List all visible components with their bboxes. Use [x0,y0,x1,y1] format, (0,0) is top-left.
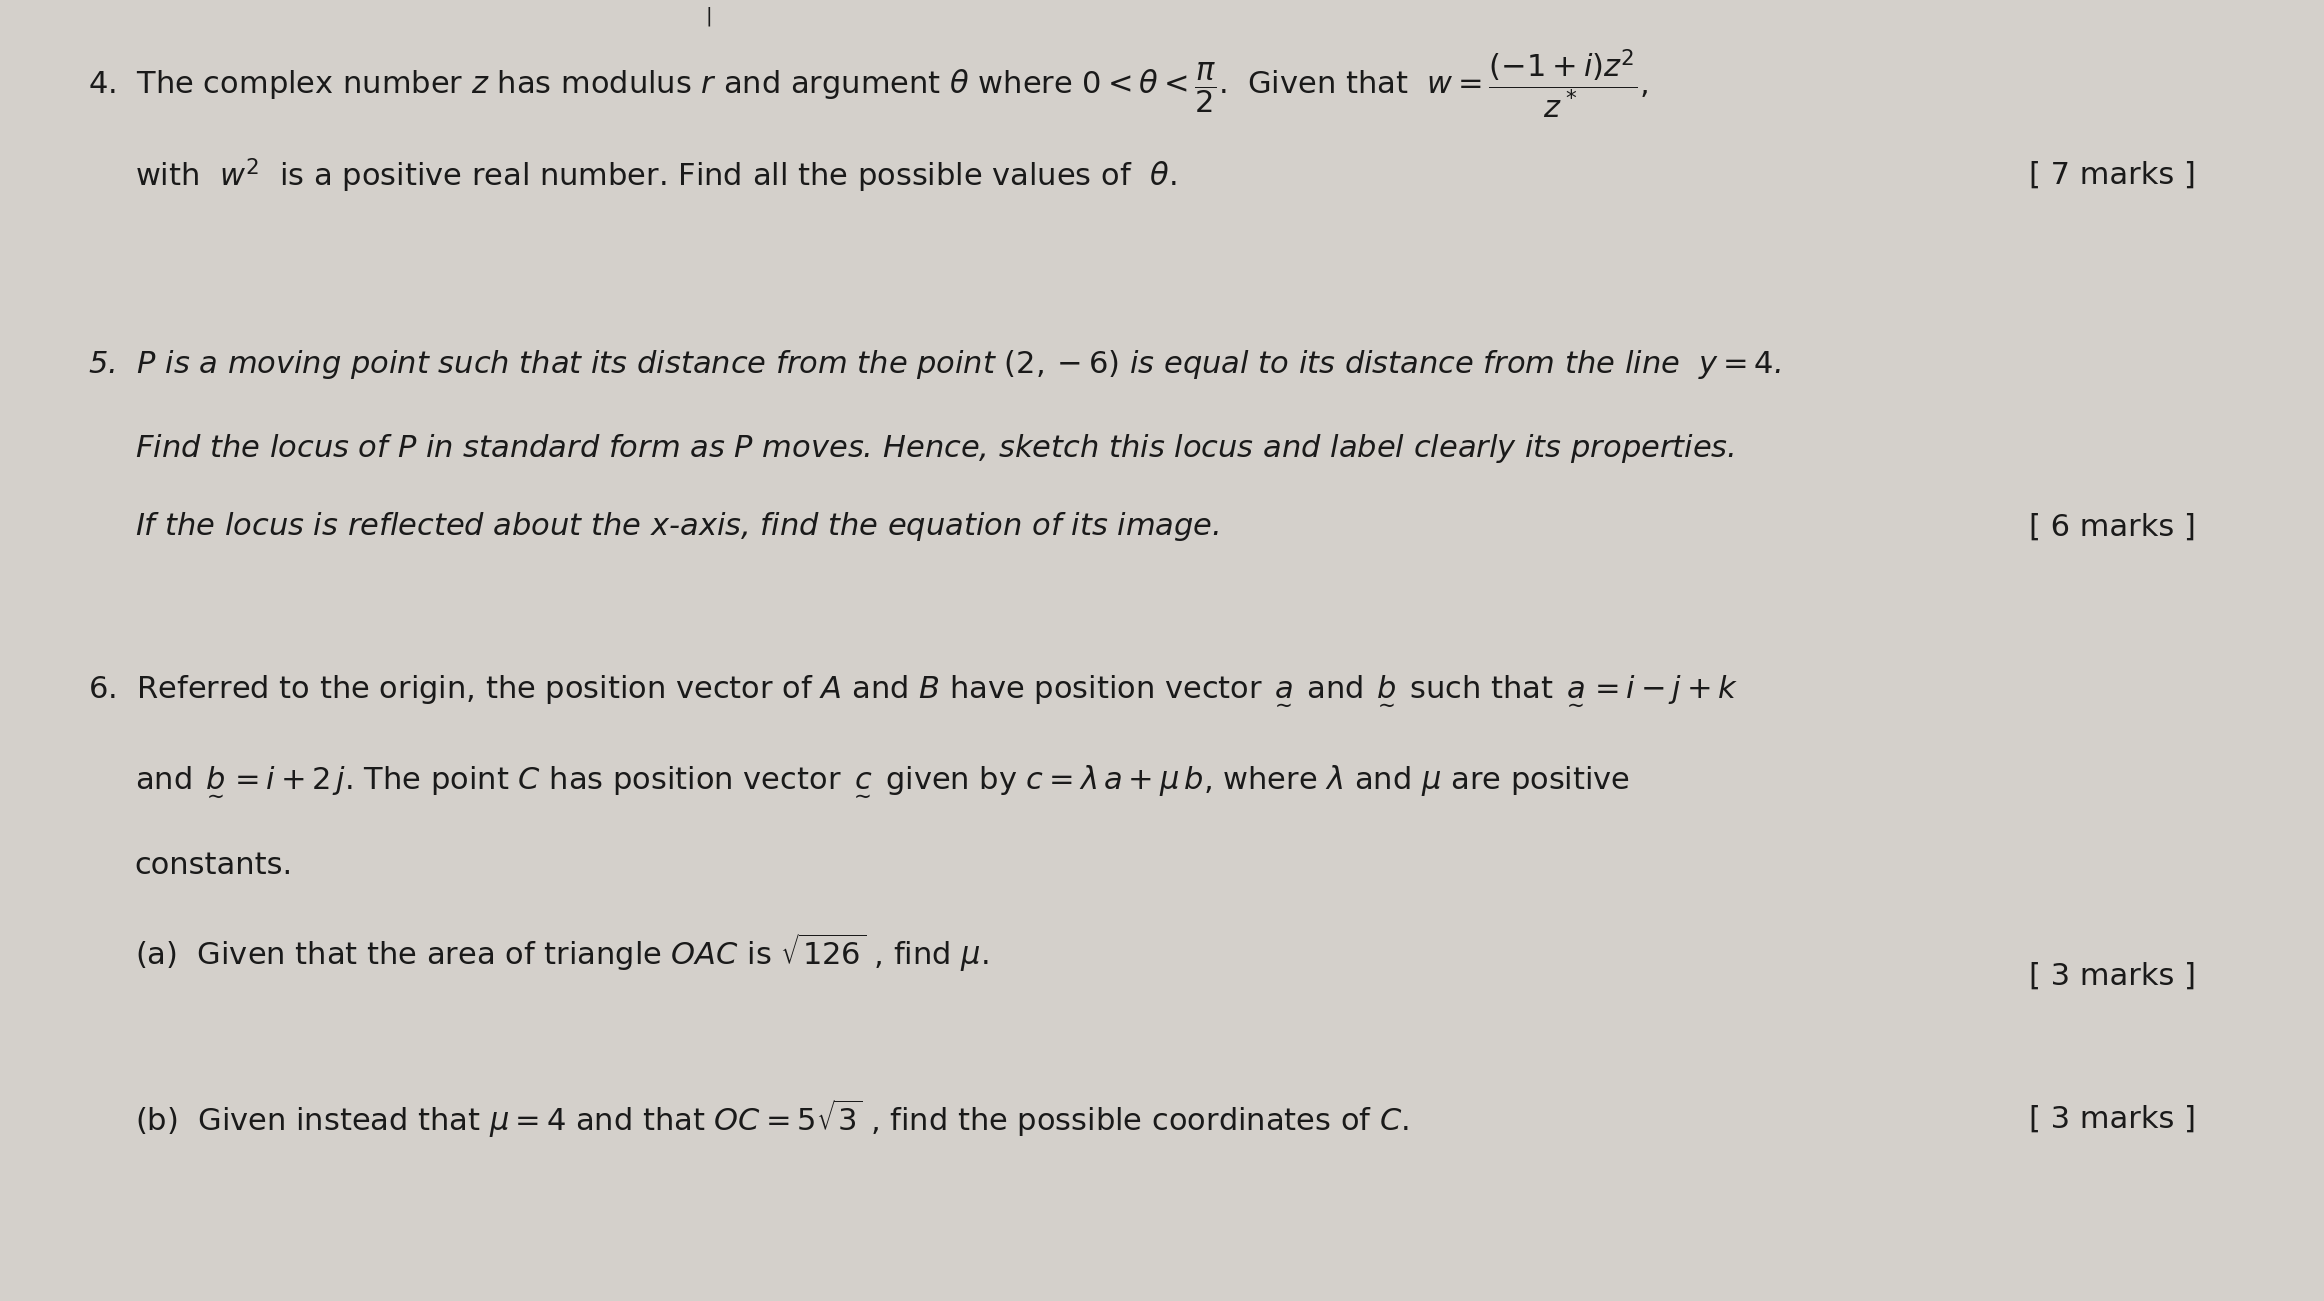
Text: If the locus is reflected about the $x$-axis, find the equation of its image.: If the locus is reflected about the $x$-… [135,510,1220,544]
Text: [ 6 marks ]: [ 6 marks ] [2029,513,2196,541]
Text: Find the locus of $P$ in standard form as $P$ moves. Hence, sketch this locus an: Find the locus of $P$ in standard form a… [135,432,1734,466]
Text: [ 3 marks ]: [ 3 marks ] [2029,1105,2196,1133]
Text: 5.  $P$ is a moving point such that its distance from the point $(2,-6)$ is equa: 5. $P$ is a moving point such that its d… [88,347,1780,381]
Text: [ 7 marks ]: [ 7 marks ] [2029,161,2196,190]
Text: with  $w^2$  is a positive real number. Find all the possible values of  $\theta: with $w^2$ is a positive real number. Fi… [135,156,1176,195]
Text: constants.: constants. [135,851,293,879]
Text: and $\underset{\sim}{b} = i + 2\,j$. The point $C$ has position vector $\underse: and $\underset{\sim}{b} = i + 2\,j$. The… [135,764,1629,798]
Text: (b)  Given instead that $\mu = 4$ and that $OC = 5\sqrt{3}$ , find the possible : (b) Given instead that $\mu = 4$ and tha… [135,1098,1408,1140]
Text: 6.  Referred to the origin, the position vector of $A$ and $B$ have position vec: 6. Referred to the origin, the position … [88,674,1738,705]
Text: (a)  Given that the area of triangle $OAC$ is $\sqrt{126}$ , find $\mu$.: (a) Given that the area of triangle $OAC… [135,932,988,973]
Text: 4.  The complex number $z$ has modulus $r$ and argument $\theta$ where $0 < \the: 4. The complex number $z$ has modulus $r… [88,48,1648,121]
Text: |: | [706,7,711,26]
Text: [ 3 marks ]: [ 3 marks ] [2029,961,2196,990]
